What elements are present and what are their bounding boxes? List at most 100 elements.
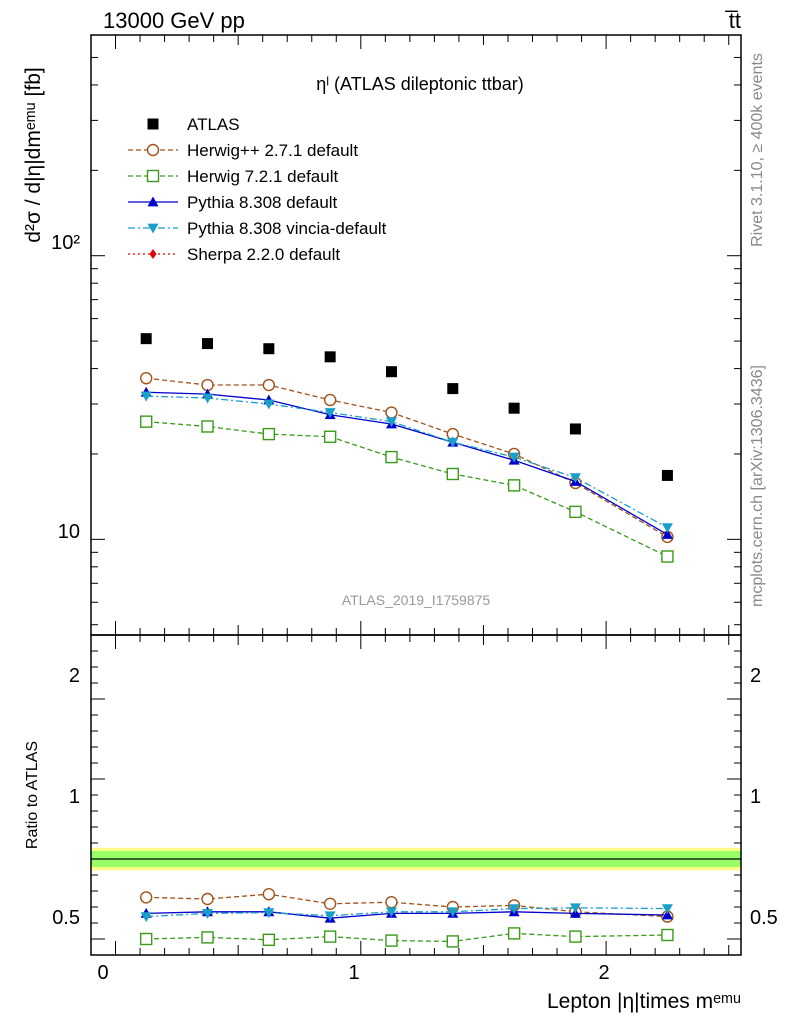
ratio-series-herwig-2-7-1-default (139, 888, 674, 923)
main-series (139, 333, 674, 563)
watermark: ATLAS_2019_I1759875 (342, 592, 491, 608)
data-point (385, 417, 397, 428)
ratio-point (661, 909, 673, 920)
data-point (324, 351, 336, 363)
legend-entry-herwig-7-2-1-default: Herwig 7.2.1 default (128, 167, 338, 186)
ratio-band (91, 847, 741, 871)
main-ylabel: d²σ / d|η|dmᵉᵐᵘ [fb] (22, 67, 45, 242)
ratio-point (263, 908, 275, 919)
ratio-point (385, 934, 398, 947)
legend-entry-pythia-8-308-vincia-default: Pythia 8.308 vincia-default (128, 219, 387, 238)
data-point (139, 371, 153, 385)
legend-marker (147, 118, 159, 130)
ratio-point (569, 930, 582, 943)
xtick-label-0: 0 (97, 962, 108, 984)
data-point (569, 423, 581, 435)
data-point (385, 366, 397, 378)
data-point (201, 420, 214, 433)
series-pythia-8-308-vincia-default (140, 391, 673, 534)
header-process: t̅t (725, 8, 741, 33)
data-point (661, 469, 673, 481)
data-point (447, 437, 459, 448)
series-pythia-8-308-default (140, 386, 673, 539)
xtick-label-2: 2 (598, 962, 609, 984)
ratio-point (140, 912, 152, 923)
ratio-point (385, 896, 398, 909)
legend-label: Sherpa 2.2.0 default (187, 245, 340, 264)
data-point (569, 505, 582, 519)
series-line-pythia-8-308-default (146, 391, 668, 536)
legend-marker (147, 223, 159, 234)
series-atlas (140, 333, 673, 481)
main-ytick-label-100: 10² (51, 232, 80, 254)
legend-entry-sherpa-2-2-0-default: Sherpa 2.2.0 default (128, 245, 340, 264)
data-point (661, 550, 674, 563)
data-point (385, 406, 398, 419)
data-point (202, 393, 214, 404)
ratio-point (201, 892, 214, 906)
ratio-line-herwig-7-2-1-default (146, 932, 668, 943)
data-point (263, 399, 275, 410)
ratio-point (139, 932, 153, 946)
data-point (262, 378, 276, 392)
data-point (508, 452, 520, 463)
ratio-point (569, 903, 581, 914)
legend-label: Pythia 8.308 default (187, 193, 338, 212)
ratio-point (323, 897, 337, 910)
ratio-line-herwig-2-7-1-default (146, 893, 668, 918)
data-point (139, 415, 153, 428)
data-point (507, 479, 521, 492)
legend: ATLAS Herwig++ 2.7.1 default Herwig 7.2.1 … (128, 115, 387, 264)
legend-marker (149, 249, 157, 259)
xtick-label-1: 1 (348, 962, 359, 984)
series-line-herwig-2-7-1-default (146, 377, 668, 538)
data-point (140, 391, 152, 402)
legend-label: Pythia 8.308 vincia-default (187, 219, 387, 238)
ratio-point (201, 931, 214, 944)
data-point (661, 529, 673, 539)
ratio-ytick-label-1-left: 1 (69, 786, 80, 808)
main-panel: ηˡ (ATLAS dileptonic ttbar) d²σ / d|η|dm… (22, 34, 742, 636)
legend-label: Herwig++ 2.7.1 default (187, 141, 358, 160)
legend-entry-herwig-2-7-1-default: Herwig++ 2.7.1 default (128, 141, 358, 160)
side-label-rivet: Rivet 3.1.10, ≥ 400k events (749, 53, 766, 247)
ratio-series-herwig-7-2-1-default (139, 927, 674, 948)
ratio-point (262, 933, 276, 946)
ratio-ytick-label-2-right: 2 (750, 665, 761, 687)
ratio-series (139, 888, 674, 948)
main-title: ηˡ (ATLAS dileptonic ttbar) (316, 74, 524, 94)
ratio-ytick-label-0.5-left: 0.5 (52, 907, 80, 929)
data-point (262, 427, 276, 441)
main-ytick-label-10: 10 (58, 521, 80, 543)
ratio-point (139, 891, 153, 904)
legend-label: ATLAS (187, 115, 240, 134)
data-point (569, 473, 581, 484)
legend-entry-atlas: ATLAS (147, 115, 240, 134)
ratio-series-pythia-8-308-vincia-default (140, 903, 673, 923)
data-point (323, 393, 337, 407)
ratio-ytick-label-1-right: 1 (750, 786, 761, 808)
data-point (324, 408, 336, 419)
ratio-point (385, 907, 397, 918)
legend-marker (147, 196, 159, 207)
ratio-ytick-label-0.5-right: 0.5 (750, 907, 778, 929)
data-point (385, 450, 398, 464)
ratio-axis-ticks (91, 634, 741, 956)
ratio-point (447, 907, 459, 918)
ratio-point (202, 909, 214, 919)
data-point (446, 467, 459, 481)
ratio-point (446, 935, 459, 948)
side-label-mcplots: mcplots.cern.ch [arXiv:1306.3436] (749, 365, 766, 607)
data-point (263, 343, 275, 355)
data-point (140, 333, 152, 345)
main-axis-ticks (91, 34, 741, 635)
ratio-point (661, 904, 673, 915)
series-herwig-7-2-1-default (139, 415, 674, 563)
legend-label: Herwig 7.2.1 default (187, 167, 338, 186)
ratio-point (262, 888, 276, 901)
ratio-point (507, 927, 521, 940)
data-point (202, 338, 214, 350)
ratio-panel: Ratio to ATLAS 0.5 1 2 0.5 1 2 0 1 2 Lep… (24, 634, 778, 1013)
x-axis-label: Lepton |η|times mᵉᵐᵘ (547, 990, 741, 1013)
